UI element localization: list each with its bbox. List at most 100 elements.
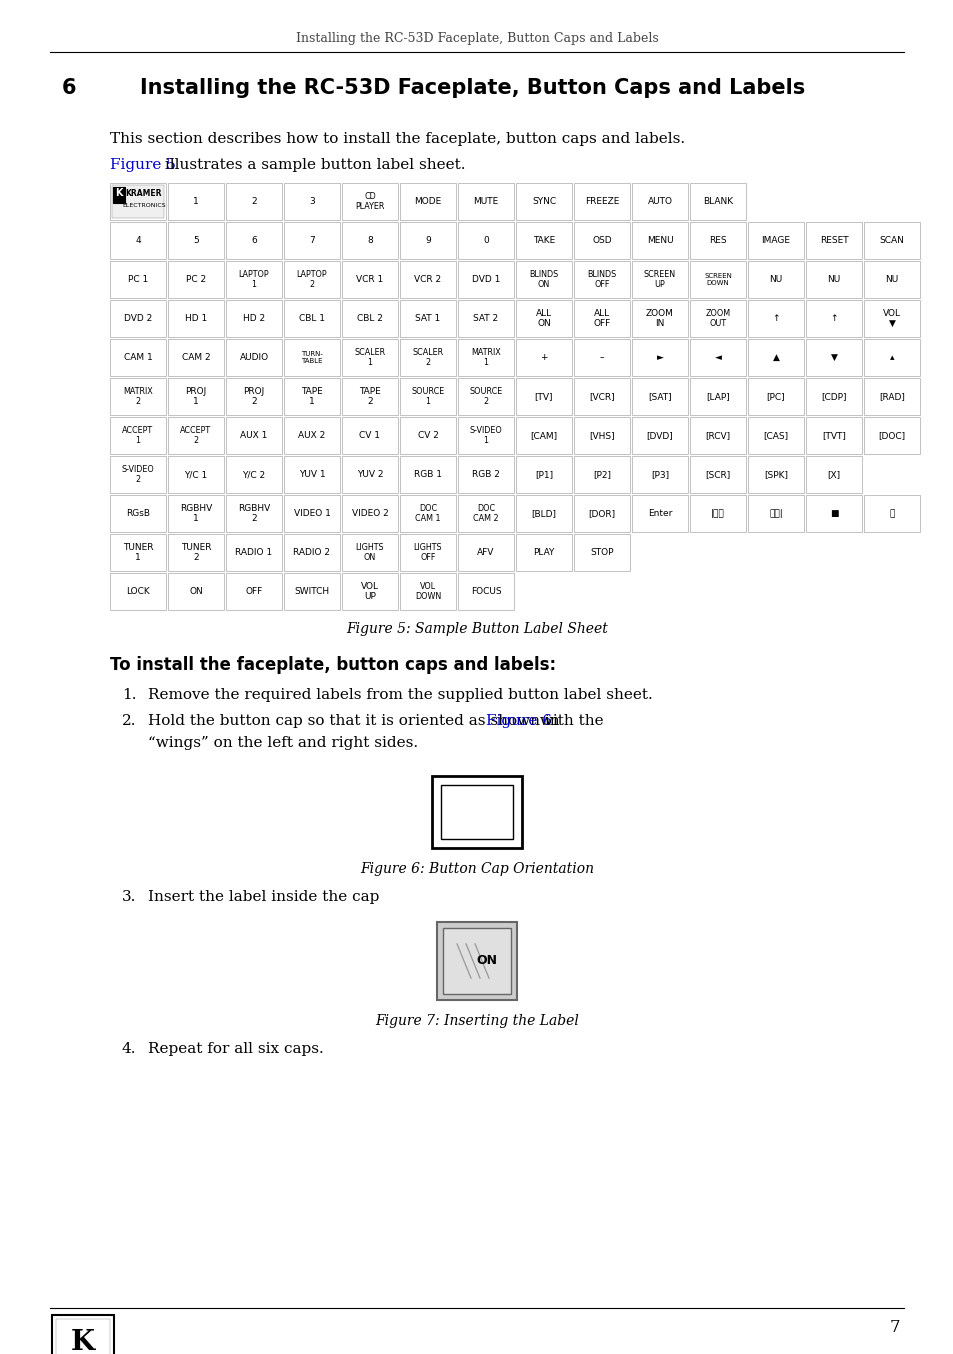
Text: CV 2: CV 2 [417,431,438,440]
Bar [574,496,629,532]
Bar [689,261,745,298]
Bar [747,378,803,414]
Text: ▲: ▲ [772,353,779,362]
Text: [TVT]: [TVT] [821,431,845,440]
Bar [631,261,687,298]
Bar [399,222,456,259]
Bar [574,183,629,219]
Text: ►: ► [656,353,662,362]
Text: RGB 2: RGB 2 [472,470,499,479]
Text: PROJ
2: PROJ 2 [243,387,264,406]
Text: VOL
UP: VOL UP [360,582,378,601]
Text: CV 1: CV 1 [359,431,380,440]
Bar [341,301,397,337]
Bar [440,785,513,839]
Text: SOURCE
1: SOURCE 1 [411,387,444,406]
Text: 7: 7 [888,1320,899,1336]
Bar [284,222,339,259]
Text: Y/C 2: Y/C 2 [242,470,265,479]
Text: DOC
CAM 2: DOC CAM 2 [473,504,498,523]
Text: LIGHTS
OFF: LIGHTS OFF [414,543,442,562]
Bar [399,378,456,414]
Text: S-VIDEO
1: S-VIDEO 1 [469,425,502,445]
Bar [457,222,514,259]
Text: OSD: OSD [592,236,611,245]
Text: 4.: 4. [122,1043,136,1056]
Text: 9: 9 [425,236,431,245]
Text: YUV 1: YUV 1 [298,470,325,479]
Bar [442,927,511,994]
Bar [399,417,456,454]
Text: VOL
▼: VOL ▼ [882,309,900,328]
Bar [110,222,166,259]
Bar [631,496,687,532]
Text: ▼: ▼ [830,353,837,362]
Text: SCREEN
UP: SCREEN UP [643,269,676,290]
Text: LAPTOP
1: LAPTOP 1 [238,269,269,290]
Bar [284,417,339,454]
Text: Enter: Enter [647,509,672,519]
Text: VCR 1: VCR 1 [356,275,383,284]
Bar [863,338,919,376]
Bar [805,496,862,532]
Text: K: K [71,1330,95,1354]
Bar [457,456,514,493]
Text: ▴: ▴ [889,353,893,362]
Text: SYNC: SYNC [532,196,556,206]
Bar [747,222,803,259]
Text: [VCR]: [VCR] [589,393,614,401]
Bar [863,222,919,259]
Bar [863,261,919,298]
Bar [284,301,339,337]
Bar [863,496,919,532]
Text: SCAN: SCAN [879,236,903,245]
Bar [399,496,456,532]
Bar [574,338,629,376]
Text: 7: 7 [309,236,314,245]
Bar [574,417,629,454]
Bar [457,378,514,414]
Bar [112,185,164,218]
Text: AFV: AFV [476,548,495,556]
Text: VIDEO 1: VIDEO 1 [294,509,330,519]
Text: STOP: STOP [590,548,613,556]
Bar [863,378,919,414]
Bar [226,338,282,376]
Bar [574,378,629,414]
Bar [689,222,745,259]
Bar [805,261,862,298]
Bar [399,456,456,493]
Bar [457,338,514,376]
Bar [168,496,224,532]
Bar [516,222,572,259]
Text: [DOR]: [DOR] [588,509,615,519]
Bar [341,533,397,571]
Bar [516,261,572,298]
Text: [P3]: [P3] [650,470,668,479]
Text: [CAS]: [CAS] [762,431,788,440]
Text: PROJ
1: PROJ 1 [185,387,207,406]
Bar [56,1319,110,1354]
Text: [SAT]: [SAT] [647,393,671,401]
Bar [226,261,282,298]
Text: This section describes how to install the faceplate, button caps and labels.: This section describes how to install th… [110,131,684,146]
Text: ↑: ↑ [829,314,837,324]
Text: FREEZE: FREEZE [584,196,618,206]
Bar [805,338,862,376]
Bar [631,338,687,376]
Bar [399,338,456,376]
Text: ↑: ↑ [771,314,779,324]
Bar [110,301,166,337]
Bar [689,338,745,376]
Text: AUTO: AUTO [647,196,672,206]
Bar [805,301,862,337]
Bar [689,417,745,454]
Text: [SCR]: [SCR] [704,470,730,479]
Bar [631,222,687,259]
Text: Y/C 1: Y/C 1 [184,470,208,479]
Bar [110,456,166,493]
Text: OFF: OFF [245,588,262,596]
Bar [747,261,803,298]
Bar [112,187,125,203]
Bar [805,456,862,493]
